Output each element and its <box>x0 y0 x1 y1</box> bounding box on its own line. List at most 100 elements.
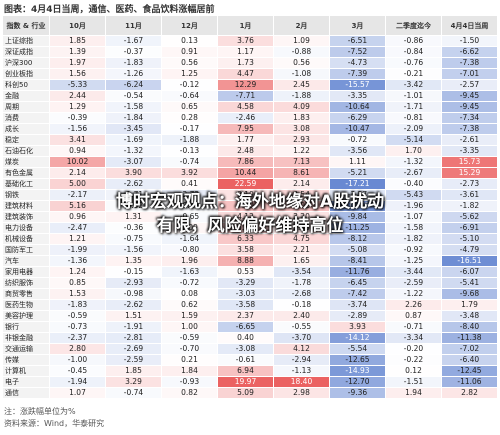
value-cell: -1.91 <box>105 321 162 333</box>
value-cell: 1.77 <box>217 134 274 146</box>
value-cell: -10.64 <box>329 101 386 113</box>
value-cell: 0.56 <box>161 57 218 69</box>
value-cell: 1.17 <box>217 46 274 58</box>
value-cell: 2.26 <box>385 299 442 311</box>
value-cell: 0.41 <box>161 178 218 190</box>
value-cell: 1.84 <box>161 365 218 377</box>
value-cell: -6.29 <box>329 112 386 124</box>
value-cell: -1.08 <box>273 68 330 80</box>
row-label: 国防军工 <box>2 244 50 256</box>
value-cell: 3.93 <box>329 321 386 333</box>
value-cell: 0.85 <box>49 277 106 289</box>
value-cell: -3.48 <box>441 310 498 322</box>
value-cell: -2.09 <box>385 123 442 135</box>
value-cell: 7.95 <box>217 123 274 135</box>
value-cell: 1.59 <box>161 310 218 322</box>
value-cell: -0.18 <box>273 299 330 311</box>
value-cell: -3.56 <box>329 145 386 157</box>
value-cell: -1.78 <box>273 277 330 289</box>
table-row: 上证综指 1.85 -1.67 0.13 3.76 1.09 -6.51 -0.86 -1.50 <box>2 35 498 47</box>
value-cell: 1.09 <box>161 222 218 234</box>
table-row: 科创50 -5.33 -6.24 -0.12 12.29 2.45 -15.57 -3.42-… <box>2 79 498 91</box>
value-cell: 2.37 <box>217 310 274 322</box>
value-cell: -3.58 <box>217 299 274 311</box>
value-cell: -2.62 <box>105 299 162 311</box>
value-cell: 19.97 <box>217 376 274 388</box>
table-row: 国防军工 -1.99 -1.56 -0.80 3.58 2.21 -5.08 -0.92 -4.… <box>2 244 498 256</box>
table-row: 金融 2.44 -0.54 -0.64 -7.71 -1.88 -3.35 -1.01 -9.4… <box>2 90 498 102</box>
value-cell: 7.13 <box>273 156 330 168</box>
value-cell: 2.80 <box>49 343 106 355</box>
value-cell: -3.74 <box>329 299 386 311</box>
value-cell: -3.34 <box>385 332 442 344</box>
value-cell: -1.99 <box>49 244 106 256</box>
overlay-line: 有限，风险偏好维持高位 <box>156 216 344 236</box>
value-cell: -2.37 <box>49 332 106 344</box>
table-row: 交通运输 2.80 -2.69 -0.70 -3.08 4.12 -5.54 -0.20 -7.… <box>2 343 498 355</box>
row-label: 煤炭 <box>2 156 50 168</box>
table-row: 家用电器 1.24 -0.15 -1.63 0.53 -3.54 -11.76 -3.44 -6… <box>2 266 498 278</box>
value-cell: 0.91 <box>161 46 218 58</box>
column-header: 二季度迄今 <box>385 15 442 36</box>
value-cell: 8.88 <box>217 255 274 267</box>
value-cell: -0.73 <box>49 321 106 333</box>
value-cell: -1.83 <box>105 57 162 69</box>
table-row: 纺织服饰 0.85 -2.93 -0.72 -3.29 -1.78 -6.45 -2.59 -5… <box>2 277 498 289</box>
value-cell: 7.86 <box>217 156 274 168</box>
table-row: 美容护理 -0.59 1.51 1.59 2.37 2.40 -2.89 0.87 -3.48 <box>2 310 498 322</box>
value-cell: -0.45 <box>49 365 106 377</box>
value-cell: -1.67 <box>105 35 162 47</box>
value-cell: -4.79 <box>441 244 498 256</box>
value-cell: -1.25 <box>385 255 442 267</box>
value-cell: 3.76 <box>217 35 274 47</box>
value-cell: 1.94 <box>385 387 442 399</box>
table-row: 医药生物 -1.83 -2.62 0.62 -3.58 -0.18 -3.74 2.26 1.7… <box>2 299 498 311</box>
table-row: 建筑装饰 0.96 1.31 -0.65 4.12 3.20 -9.84 -1.07 -5.62 <box>2 211 498 223</box>
value-cell: -1.22 <box>385 288 442 300</box>
value-cell: 1.00 <box>161 321 218 333</box>
value-cell: -9.68 <box>441 288 498 300</box>
table-row: 周期 1.29 -1.58 0.65 4.58 4.09 -10.64 -1.71 -9.45 <box>2 101 498 113</box>
value-cell: -14.93 <box>329 365 386 377</box>
value-cell: -0.86 <box>385 35 442 47</box>
value-cell: 15.73 <box>441 156 498 168</box>
value-cell: 15.29 <box>441 167 498 179</box>
value-cell: -1.69 <box>105 134 162 146</box>
value-cell: -0.64 <box>161 90 218 102</box>
value-cell: 8.61 <box>273 167 330 179</box>
column-header: 指数 & 行业 <box>2 15 50 36</box>
value-cell: -0.17 <box>161 123 218 135</box>
value-cell: -1.26 <box>105 68 162 80</box>
value-cell: 4.58 <box>217 101 274 113</box>
value-cell: -2.69 <box>105 343 162 355</box>
value-cell: 1.24 <box>49 266 106 278</box>
value-cell: -12.65 <box>329 354 386 366</box>
value-cell: -15.57 <box>329 79 386 91</box>
table-row: 传媒 -1.00 -2.59 0.21 -0.61 -2.94 -12.65 -0.22 -6.… <box>2 354 498 366</box>
value-cell: 3.90 <box>105 167 162 179</box>
value-cell: -3.45 <box>105 123 162 135</box>
value-cell: -2.73 <box>441 178 498 190</box>
value-cell: 6.94 <box>217 365 274 377</box>
table-row: 基础化工 5.00 -2.62 0.41 22.59 2.14 -17.21 -0.40 -2.… <box>2 178 498 190</box>
value-cell: 0.53 <box>217 266 274 278</box>
value-cell: -7.52 <box>329 46 386 58</box>
table-row: 石油石化 0.94 -1.32 -0.13 2.48 1.22 -3.56 1.70 -3.35 <box>2 145 498 157</box>
value-cell: -0.71 <box>385 321 442 333</box>
column-header: 2月 <box>273 15 330 36</box>
value-cell: 1.70 <box>385 145 442 157</box>
row-label: 传媒 <box>2 354 50 366</box>
value-cell: -0.80 <box>161 244 218 256</box>
value-cell: 1.53 <box>49 288 106 300</box>
row-label: 医药生物 <box>2 299 50 311</box>
value-cell: 1.09 <box>273 35 330 47</box>
value-cell: -0.72 <box>329 134 386 146</box>
row-label: 交通运输 <box>2 343 50 355</box>
value-cell: -5.54 <box>329 343 386 355</box>
footnote: 注：涨跌幅单位为% <box>4 407 76 416</box>
value-cell: 2.40 <box>273 310 330 322</box>
value-cell: -3.70 <box>273 332 330 344</box>
value-cell: 1.39 <box>49 46 106 58</box>
value-cell: -7.38 <box>441 57 498 69</box>
